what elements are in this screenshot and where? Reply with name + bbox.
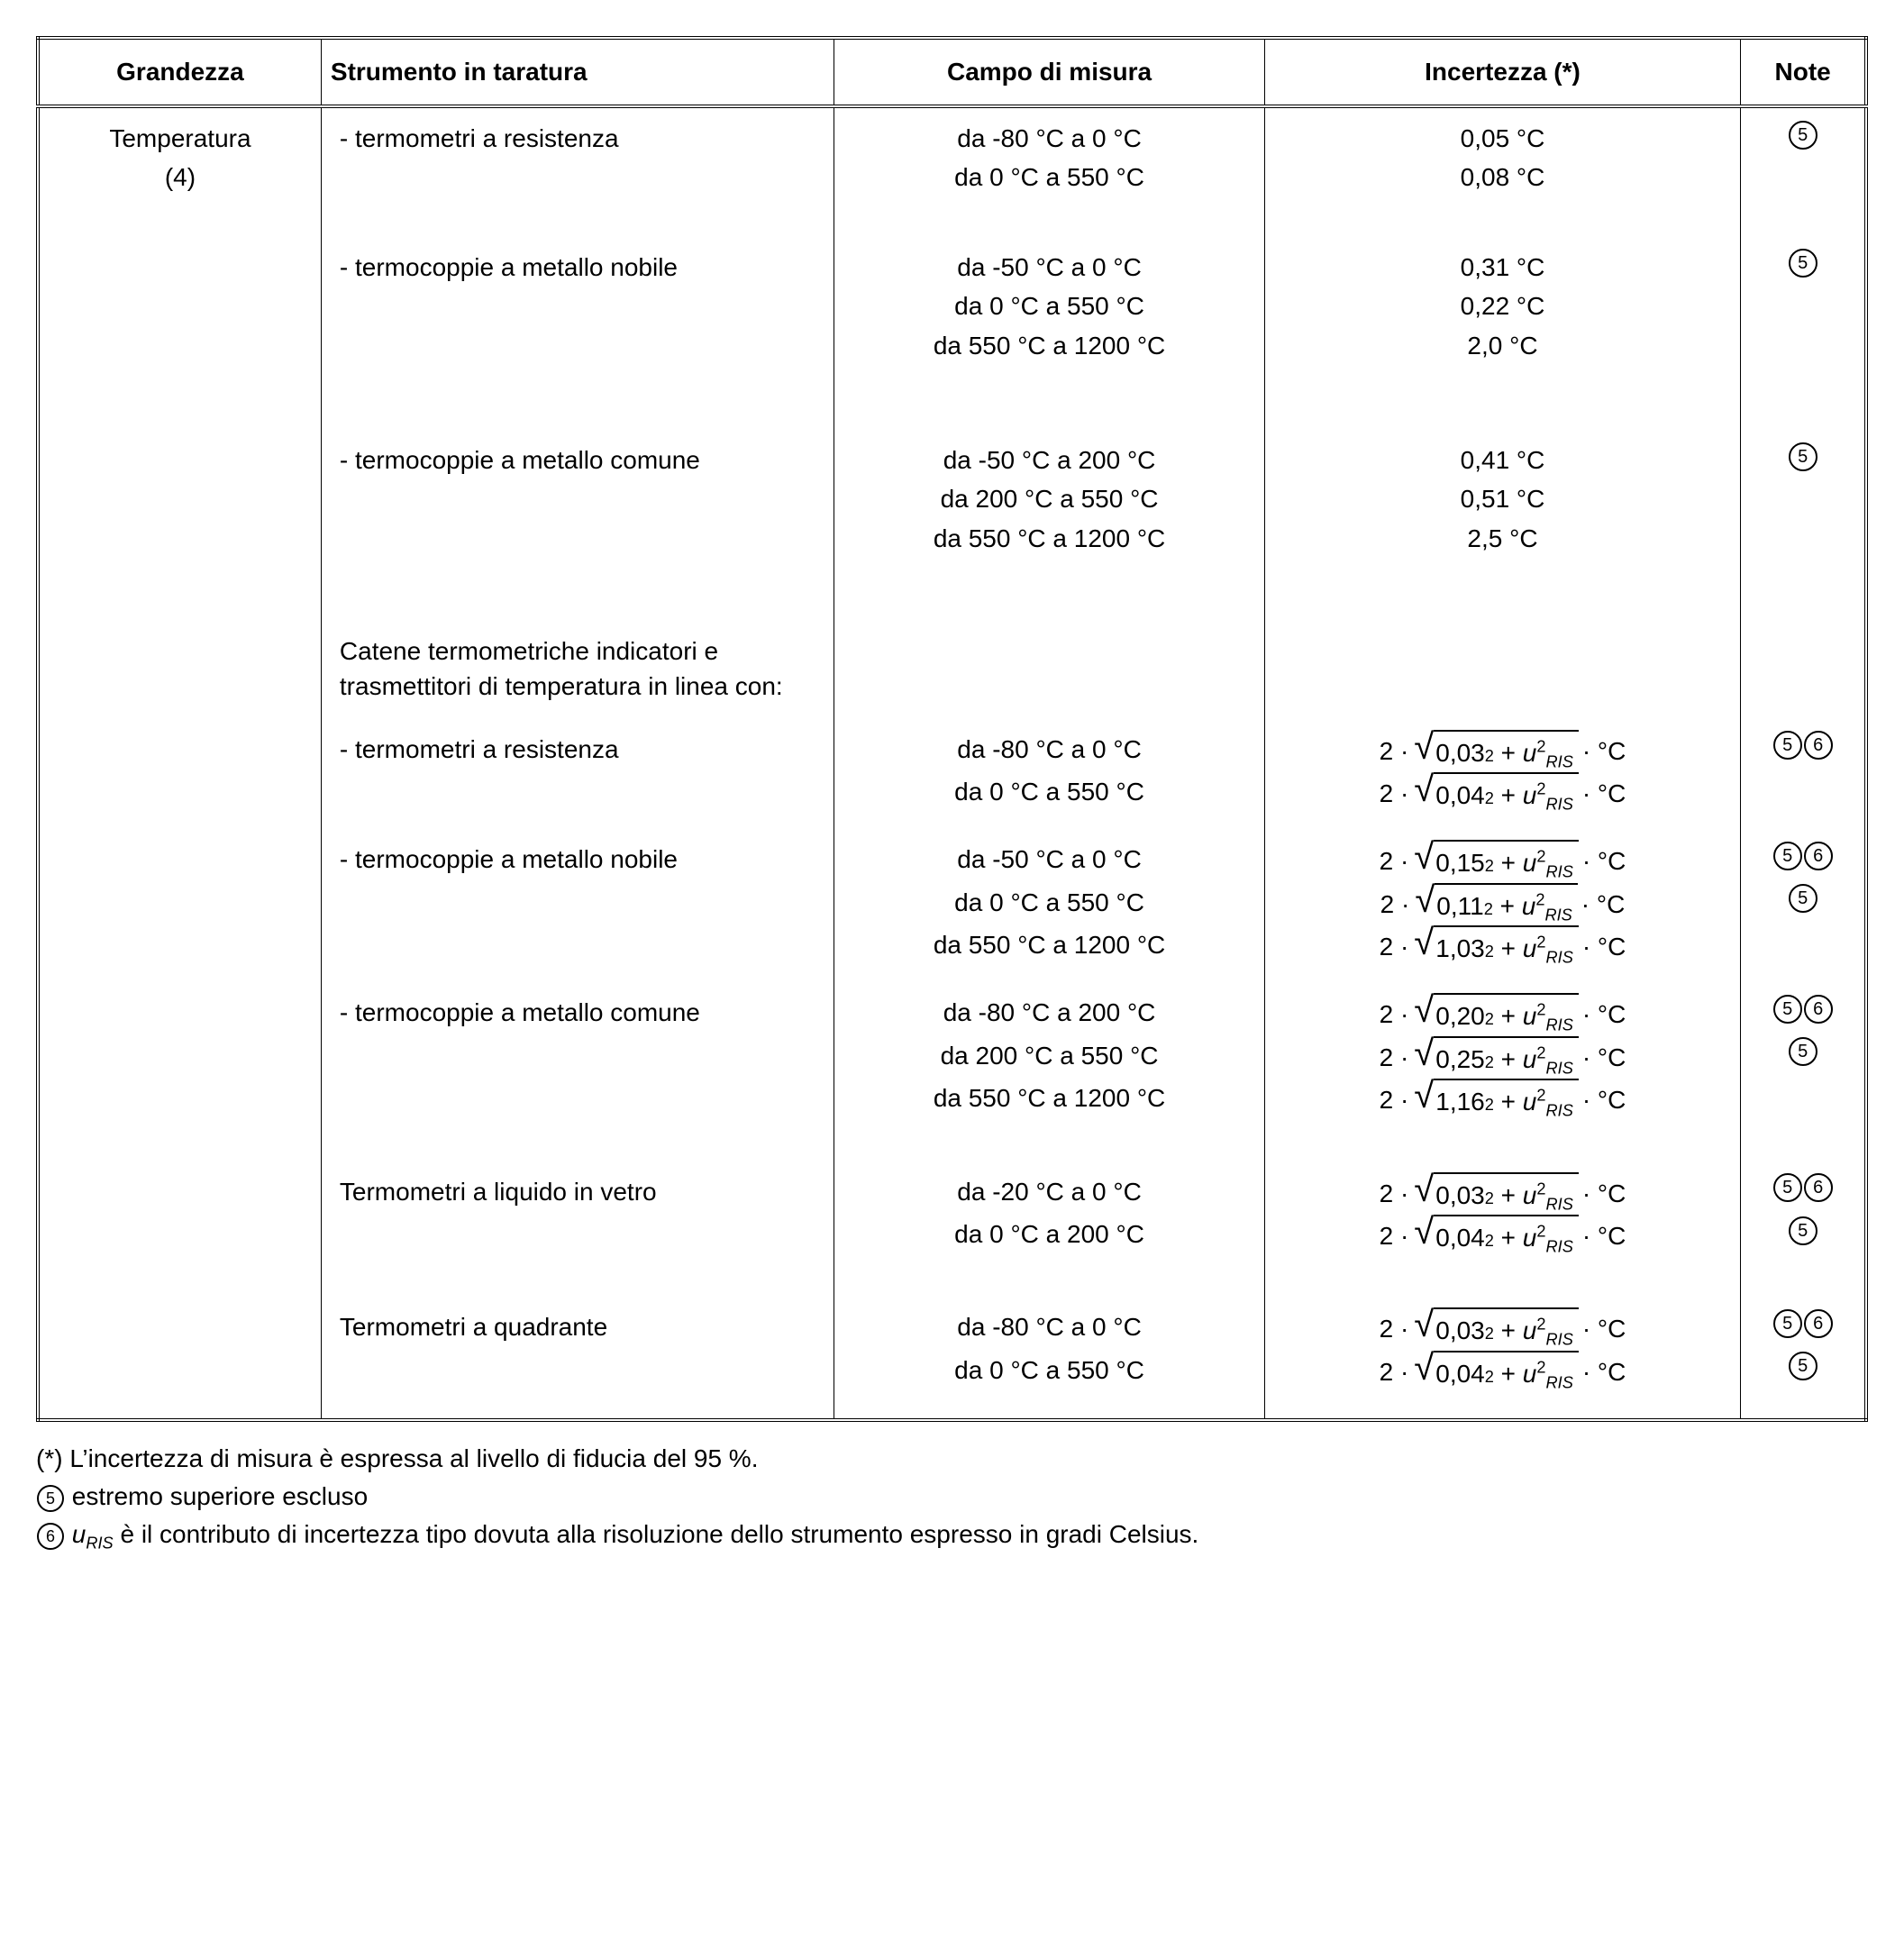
header-strumento: Strumento in taratura: [321, 38, 834, 106]
instrument-label: - termometri a resistenza: [340, 730, 816, 769]
note-5-icon: 5: [1773, 995, 1802, 1024]
grandezza-line1: Temperatura: [58, 119, 303, 158]
note-5-icon: 5: [1773, 731, 1802, 760]
note-5-icon: 5: [1773, 842, 1802, 870]
range-value: da 0 °C a 200 °C: [852, 1215, 1245, 1253]
uncertainty-value: 0,08 °C: [1283, 158, 1723, 196]
note-6-icon: 6: [1804, 1173, 1833, 1202]
instrument-label: - termocoppie a metallo comune: [340, 993, 816, 1032]
range-value: da 200 °C a 550 °C: [852, 1036, 1245, 1075]
note-5-icon: 5: [1773, 1173, 1802, 1202]
footnote-6: 6 uRIS è il contributo di incertezza tip…: [36, 1516, 1868, 1553]
uncertainty-value: 2,5 °C: [1283, 519, 1723, 558]
uncertainty-formula: 2 · √0,042 + u2RIS · °C: [1380, 1351, 1626, 1393]
uncertainty-formula: 2 · √0,032 + u2RIS · °C: [1380, 1307, 1626, 1350]
note-5-icon: 5: [1789, 121, 1817, 150]
footnotes: (*) L’incertezza di misura è espressa al…: [36, 1440, 1868, 1553]
uncertainty-formula: 2 · √0,032 + u2RIS · °C: [1380, 1172, 1626, 1215]
uncertainty-value: 2,0 °C: [1283, 326, 1723, 365]
range-value: da 550 °C a 1200 °C: [852, 326, 1245, 365]
calibration-table-wrap: Grandezza Strumento in taratura Campo di…: [36, 36, 1868, 1422]
range-value: da 0 °C a 550 °C: [852, 772, 1245, 811]
uncertainty-value: 0,51 °C: [1283, 479, 1723, 518]
range-value: da 0 °C a 550 °C: [852, 883, 1245, 922]
note-5-icon: 5: [1789, 1352, 1817, 1380]
uncertainty-formula: 2 · √1,032 + u2RIS · °C: [1380, 925, 1626, 968]
uncertainty-value: 0,31 °C: [1283, 248, 1723, 287]
note-5-icon: 5: [1789, 1216, 1817, 1245]
range-value: da 550 °C a 1200 °C: [852, 1079, 1245, 1117]
uncertainty-formula: 2 · √0,202 + u2RIS · °C: [1380, 993, 1626, 1035]
footnote-star: (*) L’incertezza di misura è espressa al…: [36, 1440, 1868, 1478]
range-value: da -80 °C a 0 °C: [852, 119, 1245, 158]
header-incertezza: Incertezza (*): [1264, 38, 1741, 106]
instrument-label: Termometri a liquido in vetro: [340, 1172, 816, 1211]
note-6-icon: 6: [1804, 995, 1833, 1024]
range-value: da -50 °C a 0 °C: [852, 248, 1245, 287]
uncertainty-formula: 2 · √0,152 + u2RIS · °C: [1380, 840, 1626, 882]
footnote-5: 5 estremo superiore escluso: [36, 1478, 1868, 1516]
note-6-icon: 6: [1804, 1309, 1833, 1338]
uncertainty-formula: 2 · √0,042 + u2RIS · °C: [1380, 772, 1626, 815]
instrument-label: - termocoppie a metallo nobile: [340, 840, 816, 879]
note-5-icon: 5: [1789, 249, 1817, 278]
instrument-label: - termocoppie a metallo nobile: [340, 248, 816, 287]
range-value: da -20 °C a 0 °C: [852, 1172, 1245, 1211]
range-value: da -80 °C a 0 °C: [852, 730, 1245, 769]
range-value: da 550 °C a 1200 °C: [852, 925, 1245, 964]
uncertainty-value: 0,22 °C: [1283, 287, 1723, 325]
header-grandezza: Grandezza: [38, 38, 321, 106]
instrument-label: - termometri a resistenza: [340, 119, 816, 158]
range-value: da -50 °C a 200 °C: [852, 441, 1245, 479]
note-5-icon: 5: [1789, 1037, 1817, 1066]
range-value: da 0 °C a 550 °C: [852, 287, 1245, 325]
uncertainty-formula: 2 · √0,032 + u2RIS · °C: [1380, 730, 1626, 772]
instrument-label: Termometri a quadrante: [340, 1307, 816, 1346]
grandezza-line2: (4): [58, 158, 303, 196]
calibration-table: Grandezza Strumento in taratura Campo di…: [36, 36, 1868, 1422]
uncertainty-formula: 2 · √0,252 + u2RIS · °C: [1380, 1036, 1626, 1079]
uncertainty-formula: 2 · √1,162 + u2RIS · °C: [1380, 1079, 1626, 1121]
instrument-label: - termocoppie a metallo comune: [340, 441, 816, 479]
uncertainty-formula: 2 · √0,042 + u2RIS · °C: [1380, 1215, 1626, 1257]
note-5-icon: 5: [1789, 884, 1817, 913]
header-note: Note: [1741, 38, 1866, 106]
group-header: Catene termometriche indicatori e trasme…: [340, 633, 816, 704]
range-value: da 200 °C a 550 °C: [852, 479, 1245, 518]
range-value: da -50 °C a 0 °C: [852, 840, 1245, 879]
header-campo: Campo di misura: [834, 38, 1264, 106]
note-6-icon: 6: [1804, 731, 1833, 760]
uncertainty-value: 0,05 °C: [1283, 119, 1723, 158]
range-value: da 0 °C a 550 °C: [852, 1351, 1245, 1389]
note-5-icon: 5: [1773, 1309, 1802, 1338]
range-value: da 0 °C a 550 °C: [852, 158, 1245, 196]
range-value: da 550 °C a 1200 °C: [852, 519, 1245, 558]
note-5-icon: 5: [1789, 442, 1817, 471]
header-row: Grandezza Strumento in taratura Campo di…: [38, 38, 1866, 106]
note-6-icon: 6: [1804, 842, 1833, 870]
range-value: da -80 °C a 0 °C: [852, 1307, 1245, 1346]
uncertainty-formula: 2 · √0,112 + u2RIS · °C: [1380, 883, 1626, 925]
uncertainty-value: 0,41 °C: [1283, 441, 1723, 479]
range-value: da -80 °C a 200 °C: [852, 993, 1245, 1032]
